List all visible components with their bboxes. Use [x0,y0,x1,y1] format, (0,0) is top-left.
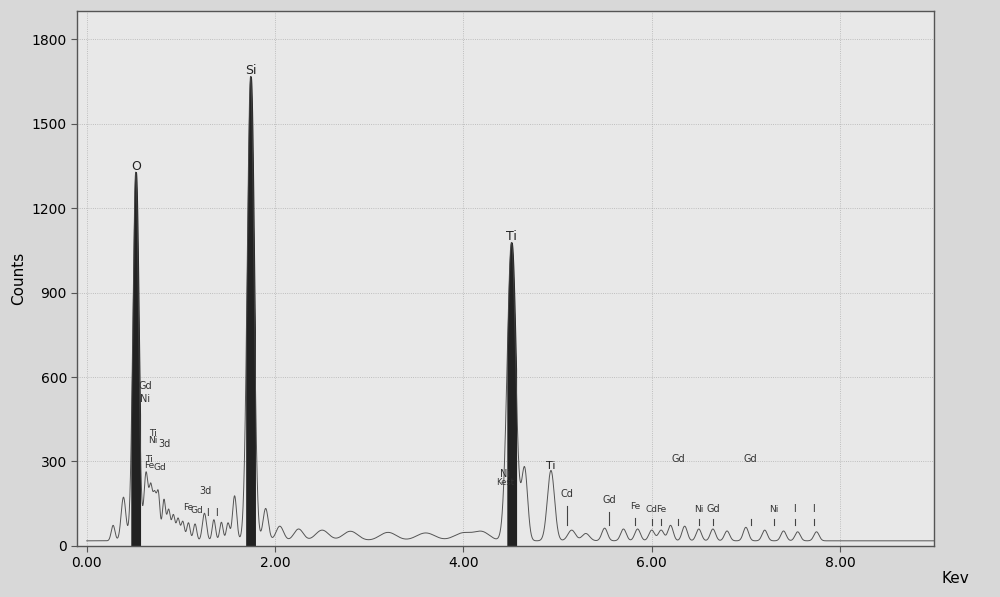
Text: O: O [131,160,141,173]
Text: Si: Si [245,64,256,77]
Text: Gd: Gd [744,454,757,464]
Text: Cd: Cd [561,490,573,500]
Text: Ti: Ti [506,230,517,244]
Text: Gd: Gd [154,463,167,472]
Text: Fe: Fe [144,461,154,470]
Text: Gd: Gd [706,503,720,513]
Text: Ni: Ni [148,436,157,445]
Text: Ti: Ti [546,461,556,471]
Text: Fe: Fe [656,504,666,513]
Text: Ti: Ti [149,429,157,438]
Text: Fe: Fe [183,503,194,512]
Text: Fe: Fe [630,501,640,510]
Text: Ni: Ni [500,469,510,479]
Text: Gd: Gd [671,454,685,464]
Text: Ni: Ni [694,504,703,513]
Text: l: l [215,507,218,518]
Text: Ti: Ti [145,456,153,464]
Y-axis label: Counts: Counts [11,252,26,305]
Text: Cd: Cd [646,504,658,513]
Text: 3d: 3d [199,486,212,496]
Text: l: l [793,503,796,513]
Text: Kest: Kest [496,478,514,487]
Text: l: l [812,503,815,513]
Text: Gd: Gd [191,506,203,515]
Text: 3d: 3d [159,439,171,449]
Text: Ni: Ni [769,504,779,513]
Text: Gd: Gd [603,495,616,505]
Text: l: l [206,507,209,518]
Text: Kev: Kev [941,571,969,586]
Text: Gd: Gd [138,381,152,391]
Text: Ni: Ni [140,394,150,404]
